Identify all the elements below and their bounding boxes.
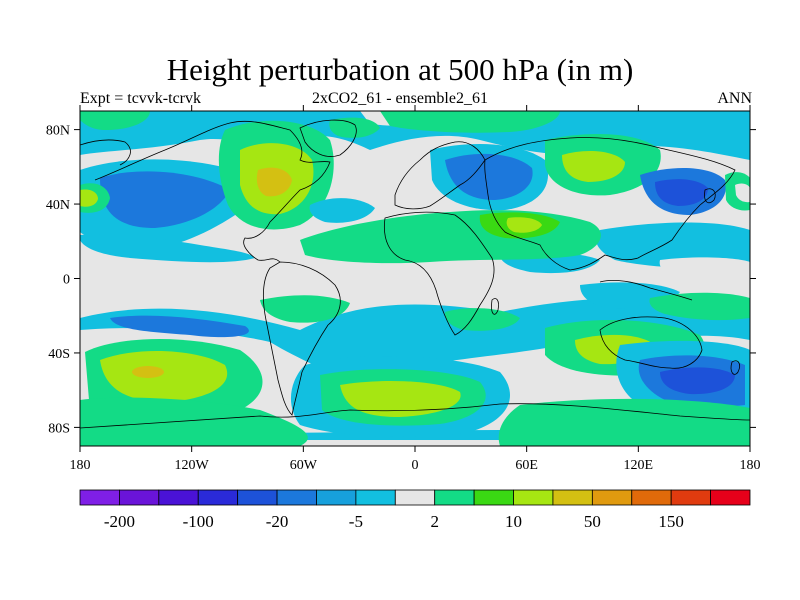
colorbar-swatch — [394, 489, 436, 506]
contour-region — [80, 111, 150, 130]
lon-tick-label: 0 — [412, 458, 419, 473]
colorbar-swatch — [552, 489, 593, 506]
contour-region — [660, 367, 735, 395]
contour-region — [260, 295, 350, 323]
contour-region — [498, 398, 750, 446]
contour-region — [659, 257, 750, 283]
coastline-asia — [484, 137, 736, 271]
colorbar-label: 50 — [584, 512, 601, 531]
contour-region — [649, 292, 750, 321]
colorbar-swatch — [591, 489, 633, 506]
colorbar-label: 150 — [658, 512, 684, 531]
map-title: Height perturbation at 500 hPa (in m) — [166, 52, 634, 87]
colorbar-swatch — [434, 489, 475, 506]
contour-region — [110, 315, 249, 338]
contour-region — [100, 350, 228, 402]
contour-region — [445, 308, 520, 331]
colorbar-swatch — [237, 489, 278, 506]
colorbar-swatch — [316, 489, 357, 506]
contour-region — [506, 217, 542, 233]
colorbar-swatch — [119, 489, 160, 506]
contour-region — [380, 111, 560, 133]
lat-tick-label: 0 — [63, 273, 70, 288]
colorbar-swatch — [473, 489, 514, 506]
contour-fill-layer — [80, 111, 750, 446]
lon-tick-label: 120E — [624, 458, 654, 473]
colorbar-swatch — [631, 489, 672, 506]
period-label: ANN — [717, 90, 752, 107]
coastline-africa — [383, 211, 495, 336]
contour-region — [655, 179, 708, 206]
coastline-north-america — [94, 120, 331, 263]
lat-tick-label: 80N — [46, 124, 70, 139]
colorbar-swatch — [276, 489, 317, 506]
contour-region — [80, 234, 255, 263]
contour-region — [80, 189, 98, 207]
lon-tick-label: 180 — [740, 458, 761, 473]
colorbar-label: 10 — [505, 512, 522, 531]
colorbar-label: -20 — [266, 512, 289, 531]
coastline-alaska — [80, 139, 131, 166]
colorbar-label: -100 — [183, 512, 214, 531]
map-axes: 80N 40N 0 40S 80S 180 120W 60W 0 60E 120E 180 — [46, 105, 761, 473]
contour-region — [132, 366, 164, 378]
colorbar-swatch — [197, 489, 239, 506]
coastline-layer — [80, 119, 750, 429]
contour-region — [329, 117, 380, 138]
coastline-australia — [599, 316, 703, 369]
lon-tick-label: 60W — [290, 458, 318, 473]
contour-region — [80, 397, 308, 446]
contour-region — [309, 198, 375, 223]
lon-tick-label: 60E — [515, 458, 538, 473]
coastline-antarctica — [80, 403, 750, 429]
lon-tick-label: 180 — [70, 458, 91, 473]
coastline-south-america — [262, 261, 341, 416]
experiment-label: Expt = tcvvk-tcrvk — [80, 90, 201, 107]
colorbar-swatch — [710, 489, 751, 506]
lat-tick-label: 40N — [46, 198, 70, 213]
coastline-new-zealand — [730, 360, 740, 375]
colorbar-label: -5 — [349, 512, 363, 531]
lat-tick-label: 80S — [48, 421, 70, 436]
colorbar-swatch — [513, 489, 554, 506]
contour-region — [256, 167, 292, 197]
coastline-greenland — [299, 119, 357, 157]
lat-tick-label: 40S — [48, 347, 70, 362]
contour-region — [340, 380, 461, 417]
colorbar-swatch — [670, 489, 711, 506]
colorbar-swatch — [79, 489, 120, 506]
colorbar-swatch — [158, 489, 199, 506]
colorbar-swatch — [355, 489, 396, 506]
colorbar-label: 2 — [430, 512, 439, 531]
colorbar: -200 -100 -20 -5 2 10 50 150 — [79, 489, 751, 531]
contour-region — [445, 153, 533, 200]
contour-region — [735, 183, 750, 203]
coastline-japan — [704, 188, 716, 204]
ensemble-label: 2xCO2_61 - ensemble2_61 — [312, 90, 488, 107]
colorbar-label: -200 — [104, 512, 135, 531]
lon-tick-label: 120W — [175, 458, 210, 473]
contour-region — [562, 150, 625, 182]
coastline-madagascar — [491, 298, 499, 315]
coastline-indonesia — [599, 280, 693, 301]
contour-region — [595, 222, 750, 268]
contour-region — [100, 171, 230, 228]
